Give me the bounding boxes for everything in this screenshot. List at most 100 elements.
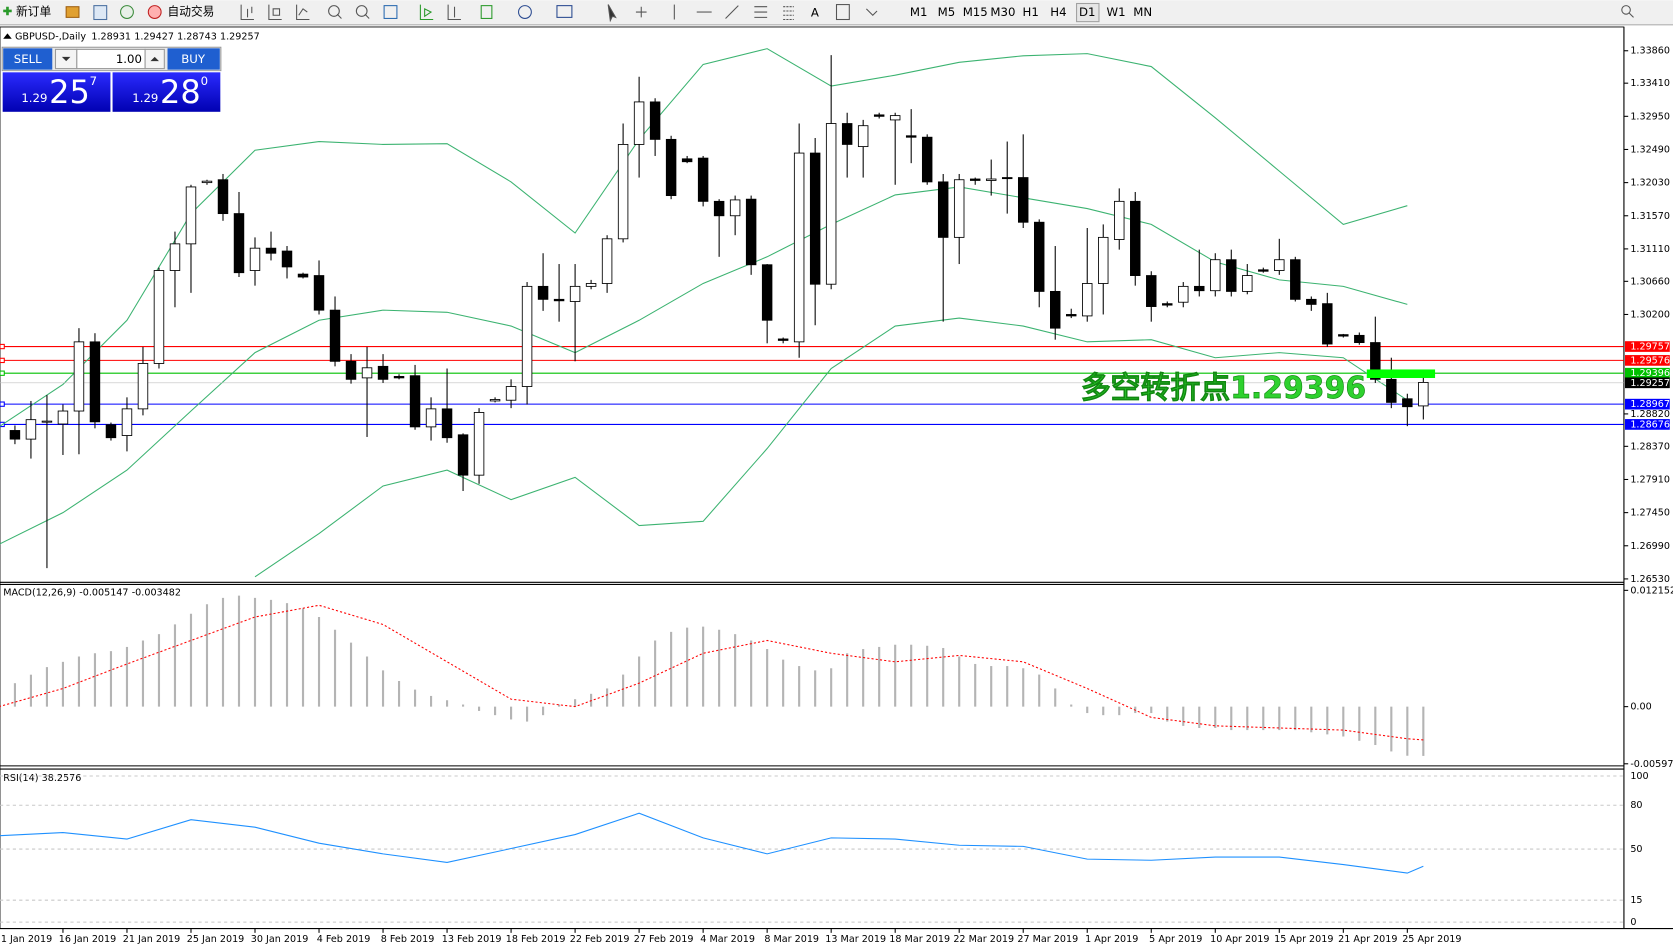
candle-body: [393, 376, 405, 379]
candle-body: [201, 180, 213, 184]
level-handle[interactable]: [0, 357, 5, 364]
y-tick-label: 1.28370: [1630, 441, 1670, 452]
candle-body: [1290, 259, 1301, 300]
candle-body: [137, 363, 149, 410]
bollinger-upper: [0, 48, 1408, 427]
candle-body: [281, 250, 293, 268]
buy-label[interactable]: BUY: [181, 52, 206, 66]
timeframe-button[interactable]: W1: [1107, 5, 1126, 19]
x-tick-label: 10 Apr 2019: [1210, 934, 1269, 945]
close-value: 1.29257: [220, 32, 260, 43]
candle-body: [1194, 285, 1205, 292]
y-tick-label: 1.27450: [1630, 508, 1670, 519]
candle-body: [1162, 303, 1173, 306]
chart-header: GBPUSD-,Daily 1.28931 1.29427 1.28743 1.2925…: [15, 32, 260, 43]
level-handle[interactable]: [0, 370, 5, 376]
timeframe-button[interactable]: M15: [963, 5, 988, 19]
x-tick-label: 25 Apr 2019: [1402, 934, 1461, 945]
candle-body: [1130, 200, 1141, 276]
up-arrow: [150, 56, 159, 62]
x-tick-label: 13 Feb 2019: [442, 934, 502, 945]
y-tick-label: 80: [1630, 800, 1642, 811]
trade-panel: SELL 1.00 BUY 1.29 25 7 1.29 28 0: [1, 46, 222, 113]
sell-price-box[interactable]: [1, 71, 112, 113]
level-label: 1.28676: [1630, 419, 1670, 430]
bollinger-middle: [0, 186, 1408, 545]
candle-body: [89, 341, 101, 423]
macd-header: MACD(12,26,9) -0.005147 -0.003482: [3, 587, 181, 598]
candle-body: [905, 135, 917, 138]
candle-body: [1386, 378, 1397, 403]
macd-signal-value: -0.003482: [132, 587, 181, 598]
candle-body: [633, 101, 645, 145]
candle-body: [329, 309, 341, 362]
candle-body: [825, 123, 837, 285]
level-label: 1.29396: [1630, 368, 1670, 379]
candle-body: [185, 186, 197, 245]
candle-body: [297, 273, 309, 278]
volume-value[interactable]: 1.00: [116, 52, 142, 66]
candle-body: [553, 298, 565, 302]
auto-trading-button[interactable]: 自动交易: [168, 5, 215, 19]
candle-body: [25, 419, 37, 440]
candle-body: [761, 264, 773, 321]
sell-fraction: 7: [90, 74, 97, 88]
timeframe-button[interactable]: H4: [1050, 5, 1066, 19]
y-tick-label: 1.33410: [1630, 78, 1670, 89]
candle-body: [265, 247, 277, 254]
candle-body: [537, 285, 549, 300]
candle-body: [345, 360, 357, 380]
candle-body: [569, 285, 581, 302]
level-label-box: [1624, 398, 1670, 410]
candle-body: [1049, 290, 1061, 329]
y-tick-label: 15: [1630, 895, 1642, 906]
level-handle[interactable]: [0, 343, 5, 350]
candle-body: [729, 199, 741, 217]
timeframe-button[interactable]: M5: [938, 5, 956, 19]
timeframe-button[interactable]: M30: [990, 5, 1015, 19]
toolbar-icons: [3, 2, 1634, 23]
y-tick-label: 1.26530: [1630, 574, 1670, 585]
x-tick-label: 27 Feb 2019: [634, 934, 694, 945]
candle-body: [985, 178, 997, 181]
timeframe-button[interactable]: D1: [1079, 5, 1095, 19]
sell-button[interactable]: [3, 48, 53, 70]
high-value: 1.29427: [134, 32, 174, 43]
candle-body: [425, 408, 437, 428]
level-handle[interactable]: [0, 401, 5, 407]
candle-body: [1001, 177, 1013, 180]
candle-body: [249, 247, 261, 271]
rsi-line: [0, 812, 1424, 874]
candle-body: [841, 123, 853, 145]
candle-body: [969, 178, 981, 181]
candle-body: [313, 275, 325, 311]
sell-label[interactable]: SELL: [14, 52, 42, 66]
candle-body: [73, 341, 85, 412]
x-tick-label: 21 Apr 2019: [1338, 934, 1397, 945]
timeframe-button[interactable]: M1: [910, 5, 928, 19]
candle-body: [1098, 236, 1109, 284]
y-tick-label: 1.32950: [1630, 111, 1670, 122]
buy-button[interactable]: [167, 48, 220, 70]
x-tick-label: 27 Mar 2019: [1017, 934, 1078, 945]
new-order-button[interactable]: 新订单: [16, 5, 51, 19]
y-tick-label: 1.26990: [1630, 541, 1670, 552]
text-tool-button[interactable]: A: [811, 6, 819, 20]
buy-price-box[interactable]: [111, 71, 222, 113]
candle-body: [1033, 221, 1045, 292]
level-label: 1.29576: [1630, 355, 1670, 366]
candle-body: [697, 157, 709, 202]
candle-body: [505, 386, 517, 401]
x-tick-label: 22 Feb 2019: [570, 934, 630, 945]
candle-body: [921, 136, 933, 183]
candle-body: [233, 213, 245, 274]
x-tick-label: 11 Jan 2019: [0, 934, 52, 945]
sell-pips: 25: [49, 73, 90, 111]
collapse-arrow[interactable]: [3, 33, 12, 39]
candle-body: [1178, 285, 1189, 303]
y-tick-label: 1.33860: [1630, 46, 1670, 57]
price-plot: 多空转折点1.29396: [0, 48, 1624, 578]
timeframe-button[interactable]: MN: [1133, 5, 1152, 19]
timeframe-button[interactable]: H1: [1023, 5, 1039, 19]
